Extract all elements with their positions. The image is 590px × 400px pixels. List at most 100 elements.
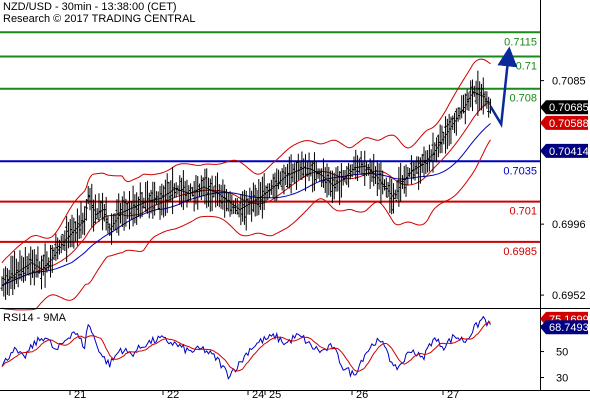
ohlc-bar: [478, 81, 482, 111]
ohlc-bar: [115, 199, 119, 233]
ohlc-bar: [293, 162, 297, 185]
ohlc-bar: [185, 179, 189, 208]
ohlc-bar: [303, 154, 307, 192]
ohlc-bar: [361, 161, 365, 176]
ohlc-bar: [223, 184, 227, 218]
ohlc-bar: [438, 124, 442, 154]
ohlc-bar: [171, 166, 175, 215]
ohlc-bar: [307, 152, 311, 182]
ohlc-bar: [187, 185, 191, 202]
ohlc-bar: [196, 176, 200, 210]
ohlc-bar: [393, 189, 397, 200]
ohlc-bar: [481, 77, 485, 115]
ohlc-bar: [149, 189, 153, 214]
ohlc-bar: [136, 196, 140, 217]
ohlc-bar: [81, 212, 85, 235]
ohlc-bar: [282, 164, 286, 195]
ohlc-bar: [111, 213, 115, 233]
ohlc-bar: [476, 70, 480, 117]
ohlc-bar: [445, 118, 449, 150]
ohlc-bar: [485, 91, 489, 109]
rsi-tick-label: 50: [556, 347, 568, 359]
ohlc-bar: [404, 164, 408, 197]
ohlc-bar: [52, 247, 56, 260]
ohlc-bar: [181, 170, 185, 210]
ohlc-bar: [460, 95, 464, 119]
ohlc-bar: [469, 80, 473, 108]
ohlc-bar: [43, 243, 47, 288]
ohlc-bar: [454, 108, 458, 136]
ohlc-bar: [300, 151, 304, 180]
ohlc-bar: [0, 276, 4, 291]
ohlc-bar: [31, 249, 35, 278]
ohlc-bar: [470, 79, 474, 112]
ohlc-bar: [427, 144, 431, 172]
ohlc-bar: [140, 191, 144, 218]
ohlc-bar: [13, 251, 17, 290]
ohlc-bar: [74, 221, 78, 242]
ohlc-bar: [228, 191, 232, 217]
ohlc-bar: [145, 180, 149, 214]
price-marker: 0.70685: [540, 100, 589, 115]
ohlc-bar: [458, 107, 462, 120]
y-tick-label: 0.6952: [552, 290, 586, 302]
ohlc-bar: [280, 168, 284, 191]
ohlc-bar: [199, 175, 203, 201]
ohlc-bar: [431, 132, 435, 173]
ohlc-bar: [79, 201, 83, 239]
ohlc-bar: [309, 160, 313, 177]
ohlc-bar: [321, 158, 325, 188]
ohlc-bar: [287, 156, 291, 189]
ohlc-bar: [273, 172, 277, 202]
ohlc-bar: [487, 96, 491, 118]
ohlc-bar: [4, 266, 8, 300]
ohlc-bar: [126, 202, 130, 219]
ohlc-bar: [113, 213, 117, 230]
ohlc-bar: [61, 233, 65, 251]
ohlc-bar: [99, 200, 103, 218]
rsi-line: [1, 315, 491, 380]
ohlc-bar: [75, 208, 79, 246]
ohlc-bar: [400, 175, 404, 190]
ohlc-bar: [120, 196, 124, 228]
ohlc-bar: [217, 184, 221, 208]
ohlc-bar: [63, 230, 67, 252]
ohlc-bar: [117, 193, 121, 236]
ohlc-bar: [68, 219, 72, 248]
ohlc-bar: [422, 146, 426, 178]
ohlc-bar: [230, 194, 234, 215]
ohlc-bar: [154, 191, 158, 205]
ohlc-bar: [131, 185, 135, 227]
ohlc-bar: [330, 170, 334, 204]
ohlc-bar: [440, 125, 444, 154]
ohlc-bar: [129, 200, 133, 220]
ohlc-bar: [336, 166, 340, 192]
ohlc-bar: [183, 180, 187, 203]
rsi-marker: 68.7493: [540, 320, 589, 335]
upper-band: [1, 58, 491, 264]
ohlc-bar: [50, 245, 54, 273]
ohlc-bar: [278, 171, 282, 186]
ohlc-bar: [296, 153, 300, 180]
x-tick-label: 21: [74, 389, 86, 400]
ohlc-bar: [163, 179, 167, 216]
ohlc-bar: [16, 261, 20, 288]
ohlc-bar: [190, 186, 194, 197]
ohlc-bar: [56, 237, 60, 260]
ohlc-bar: [275, 168, 279, 201]
ohlc-bar: [128, 191, 131, 230]
chart-title: NZD/USD - 30min - 13:38:00 (CET): [3, 1, 177, 13]
level-label: 0.701: [509, 206, 537, 218]
ohlc-bar: [372, 153, 376, 187]
ohlc-bar: [239, 194, 243, 226]
y-tick-label: 0.7085: [552, 76, 586, 88]
ohlc-bar: [325, 163, 329, 198]
ohlc-bar: [323, 167, 327, 193]
ohlc-bar: [451, 115, 455, 130]
ohlc-bar: [417, 156, 421, 190]
ohlc-bar: [456, 107, 460, 122]
ohlc-bar: [205, 168, 209, 209]
ohlc-bar: [93, 194, 97, 224]
ohlc-bar: [370, 161, 374, 182]
indicator-title: RSI14 - 9MA: [3, 312, 67, 324]
